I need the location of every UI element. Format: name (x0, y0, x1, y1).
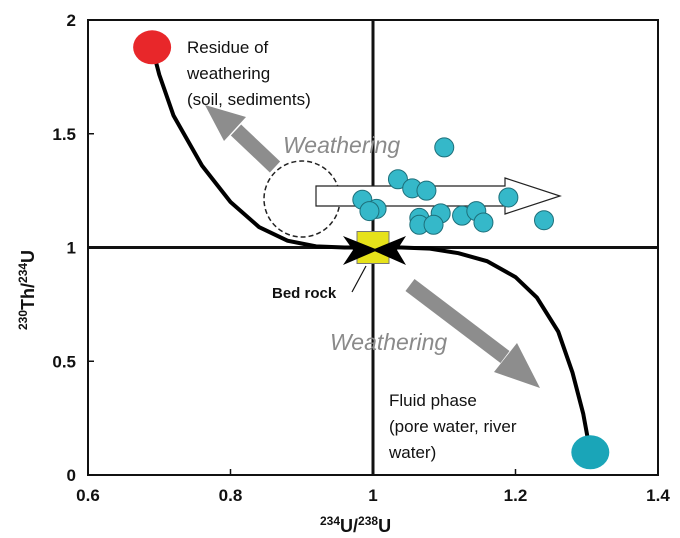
data-points (352, 137, 554, 235)
bedrock-pointer (351, 265, 367, 293)
end-member-fluid (571, 435, 610, 470)
y-tick-label: 1.5 (52, 125, 76, 144)
data-point (416, 180, 437, 201)
annotation-bedrock: Bed rock (272, 285, 337, 302)
y-tick-label: 0 (67, 466, 76, 485)
x-tick-label: 0.8 (219, 486, 243, 505)
data-point (498, 187, 519, 208)
y-tick-label: 2 (67, 11, 76, 30)
data-point (434, 137, 455, 158)
y-tick-label: 0.5 (52, 352, 76, 371)
x-tick-label: 0.6 (76, 486, 100, 505)
weathering-arrow-up (205, 105, 281, 173)
y-axis-title: 230Th/234U (16, 250, 38, 330)
arrowhead-right (372, 236, 406, 265)
annotation-weathering-top: Weathering (283, 132, 400, 158)
data-point (473, 212, 494, 233)
x-tick-labels: 0.6 0.8 1 1.2 1.4 (76, 486, 670, 505)
data-point (423, 214, 444, 235)
y-tick-labels: 0 0.5 1 1.5 2 (52, 11, 76, 485)
data-point (534, 210, 554, 231)
x-axis-title: 234U/238U (320, 514, 391, 536)
annotation-residue: Residue of weathering (soil, sediments) (186, 38, 311, 109)
annotation-fluid: Fluid phase (pore water, river water) (388, 391, 521, 462)
x-tick-label: 1 (368, 486, 377, 505)
arrowhead-left (343, 236, 378, 265)
annotation-weathering-bottom: Weathering (330, 329, 447, 355)
x-tick-label: 1.4 (646, 486, 670, 505)
end-members (133, 30, 610, 470)
x-tick-label: 1.2 (504, 486, 528, 505)
data-point (359, 201, 380, 222)
weathering-arrow-down (405, 279, 540, 388)
end-member-residue (133, 30, 172, 65)
data-point (387, 169, 408, 190)
y-tick-label: 1 (67, 239, 76, 258)
